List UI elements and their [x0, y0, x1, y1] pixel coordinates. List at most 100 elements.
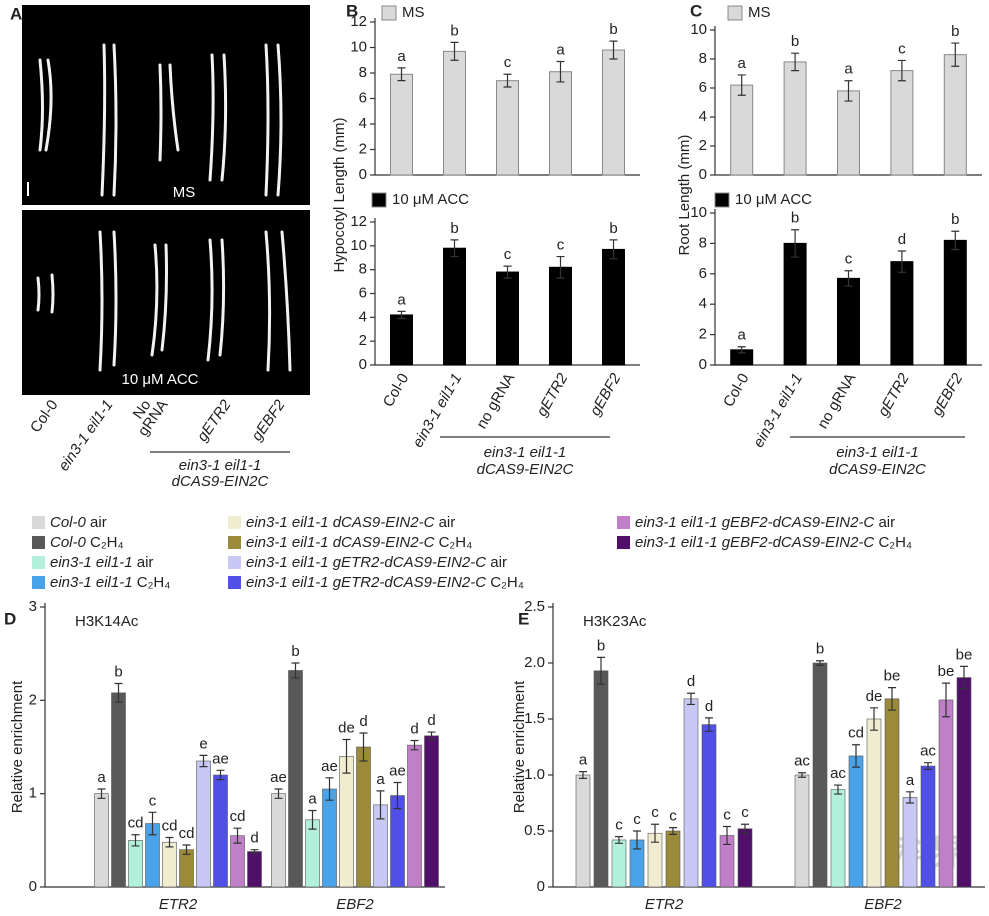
bar — [683, 698, 699, 888]
significance-letter: c — [504, 246, 512, 263]
error-bar — [852, 744, 860, 768]
bar — [737, 828, 753, 888]
y-axis-label: Root Length (mm) — [676, 135, 693, 256]
panel-letter: D — [4, 609, 16, 628]
legend-label: 10 μM ACC — [735, 191, 812, 208]
legend-swatch — [32, 536, 45, 549]
significance-letter: a — [906, 772, 915, 789]
x-tick-label: gETR2 — [875, 370, 913, 419]
significance-letter: b — [816, 641, 824, 658]
y-tick-label: 12 — [350, 213, 367, 230]
bar — [701, 724, 717, 888]
error-bar — [844, 270, 853, 287]
legend-swatch — [381, 5, 397, 21]
legend-swatch — [228, 516, 241, 529]
bar — [884, 698, 900, 888]
photo-label: 10 μM ACC — [122, 371, 199, 388]
y-axis-label: Relative enrichment — [511, 680, 528, 813]
error-bar — [906, 791, 914, 804]
y-tick-label: 1.5 — [524, 710, 545, 727]
x-tick-label: gEBF2 — [929, 370, 967, 419]
bar — [943, 54, 967, 176]
significance-letter: a — [308, 790, 317, 807]
error-bar — [216, 769, 225, 781]
significance-letter: ae — [321, 758, 338, 775]
error-bar — [556, 60, 565, 83]
x-tick-label: EBF2 — [336, 896, 374, 913]
x-tick-label: no gRNA — [473, 370, 518, 431]
legend-swatch — [727, 5, 743, 21]
y-tick-label: 10 — [690, 21, 707, 38]
bar — [213, 774, 228, 888]
bar — [783, 242, 807, 366]
photo-category: gETR2 — [194, 396, 235, 445]
error-bar — [737, 346, 746, 354]
y-tick-label: 6 — [359, 89, 367, 106]
legend-swatch — [228, 576, 241, 589]
significance-letter: cd — [848, 725, 864, 742]
bar — [611, 839, 627, 888]
error-bar — [233, 827, 242, 844]
error-bar — [325, 777, 334, 801]
y-tick-label: 4 — [359, 308, 367, 325]
significance-letter: cd — [230, 808, 246, 825]
bar — [339, 756, 354, 888]
error-bar — [397, 67, 406, 82]
error-bar — [376, 790, 385, 820]
group-label: ein3-1 eil1-1 — [484, 444, 567, 461]
bar — [943, 239, 967, 366]
bar — [593, 670, 609, 888]
y-tick-label: 2.5 — [524, 598, 545, 615]
bar — [390, 795, 405, 888]
error-bar — [427, 731, 436, 741]
panel-letter: C — [690, 1, 702, 20]
x-tick-label: gEBF2 — [587, 370, 625, 419]
significance-letter: c — [651, 804, 659, 821]
error-bar — [897, 250, 906, 273]
significance-letter: b — [951, 23, 959, 40]
legend-swatch — [714, 192, 730, 208]
error-bar — [450, 41, 459, 61]
significance-letter: cd — [128, 815, 144, 832]
y-tick-label: 2 — [29, 691, 37, 708]
significance-letter: b — [609, 21, 617, 38]
error-bar — [924, 762, 932, 770]
y-tick-label: 0 — [359, 356, 367, 373]
photo-category: ein3-1 eil1-1 — [55, 397, 116, 474]
y-tick-label: 4 — [699, 108, 707, 125]
y-tick-label: 6 — [699, 79, 707, 96]
legend-label: MS — [748, 4, 771, 21]
bar — [602, 49, 625, 176]
y-tick-label: 1 — [29, 785, 37, 802]
y-tick-label: 6 — [359, 284, 367, 301]
legend-label: MS — [402, 4, 425, 21]
x-tick-label: gETR2 — [533, 370, 571, 419]
error-bar — [951, 42, 960, 67]
significance-letter: ac — [830, 765, 846, 782]
photo-label: MS — [173, 184, 196, 201]
bar — [496, 271, 519, 366]
significance-letter: be — [884, 668, 901, 685]
x-tick-label: ein3-1 eil1-1 — [409, 370, 465, 450]
error-bar — [870, 707, 878, 731]
bar — [288, 670, 303, 888]
bar — [956, 677, 972, 888]
group-label: ein3-1 eil1-1 — [179, 457, 262, 474]
bar — [305, 819, 320, 888]
significance-letter: a — [738, 327, 747, 344]
bar — [848, 755, 864, 888]
error-bar — [397, 310, 406, 320]
y-tick-label: 2 — [359, 332, 367, 349]
significance-letter: de — [338, 720, 355, 737]
error-bar — [669, 827, 677, 835]
error-bar — [182, 844, 191, 855]
error-bar — [165, 836, 174, 848]
error-bar — [148, 811, 157, 836]
x-tick-label: EBF2 — [864, 896, 902, 913]
error-bar — [393, 781, 402, 810]
error-bar — [942, 682, 950, 718]
bar — [602, 248, 625, 366]
bar — [496, 80, 519, 176]
significance-letter: d — [687, 673, 695, 690]
bar — [890, 261, 914, 366]
